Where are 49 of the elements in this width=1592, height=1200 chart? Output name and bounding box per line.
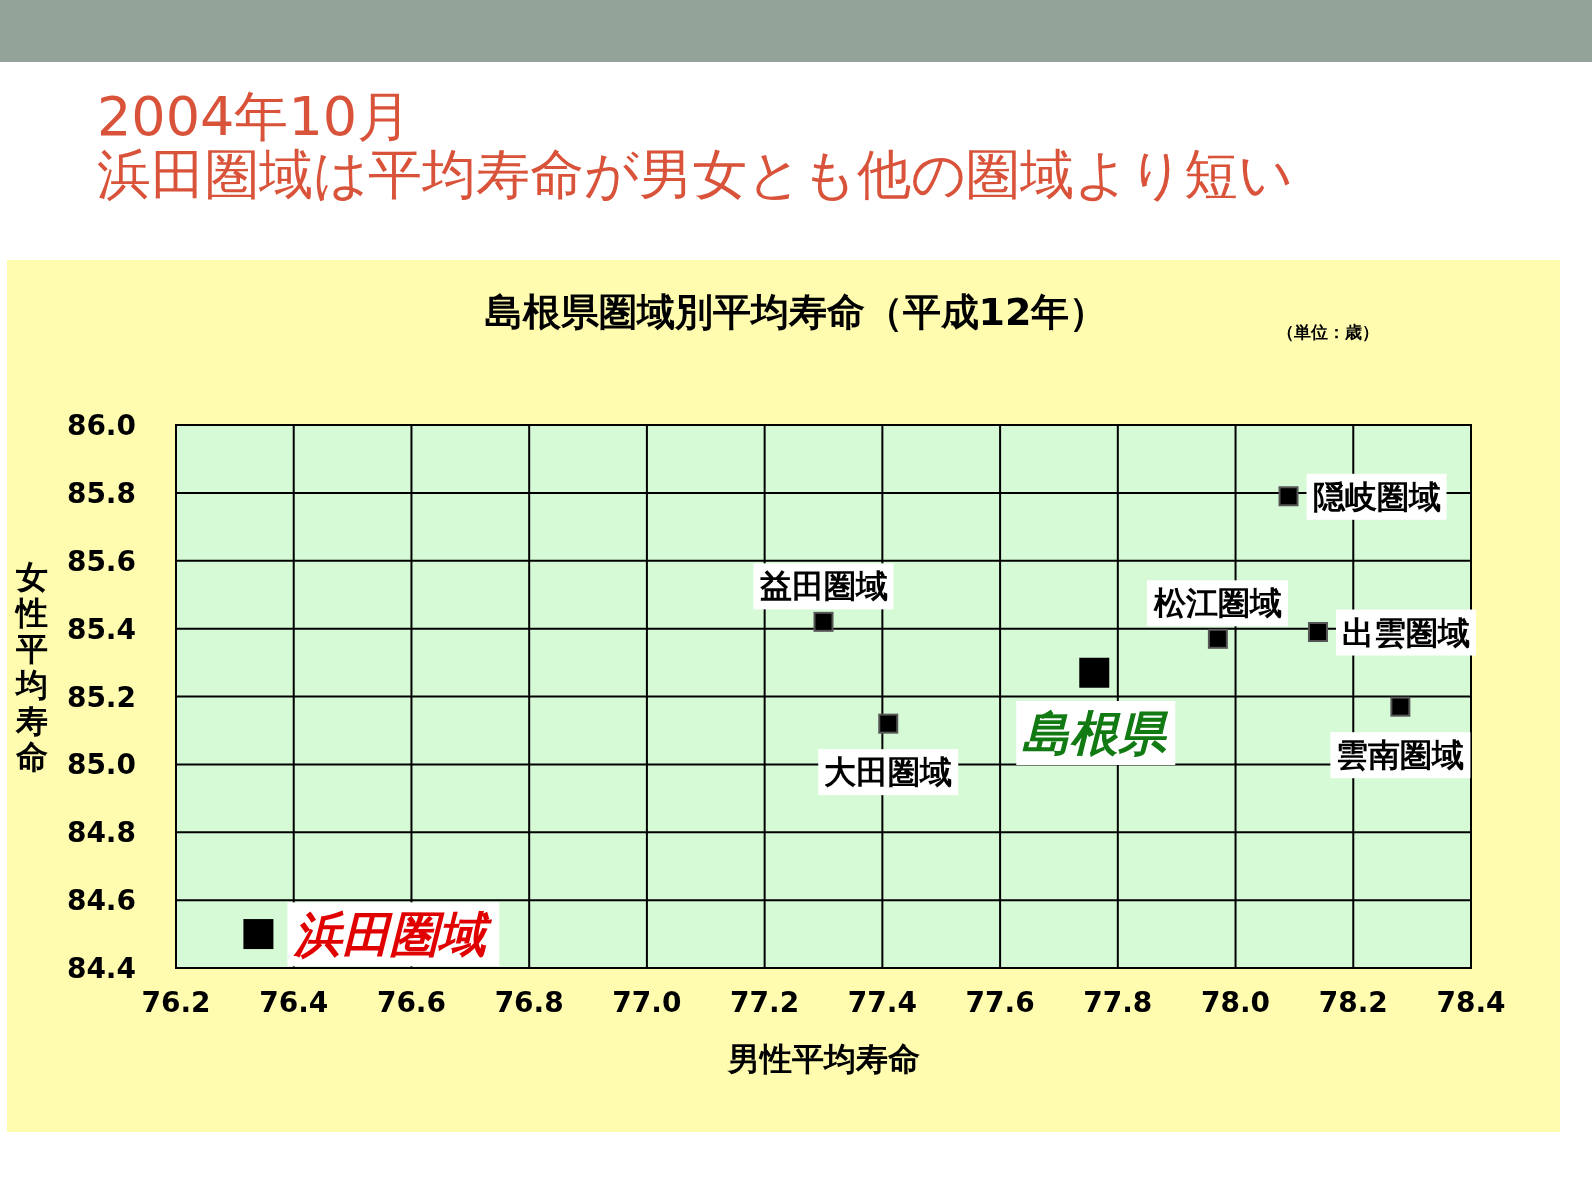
隠岐圏域: 隠岐圏域 (1278, 473, 1447, 520)
y-tick-label: 84.6 (66, 884, 136, 918)
x-tick-label: 76.4 (259, 986, 329, 1019)
島根県: 島根県 (1016, 657, 1176, 765)
series-label: 松江圏域 (1152, 584, 1282, 623)
point (1390, 696, 1411, 717)
point (1278, 486, 1299, 507)
x-tick-label: 78.2 (1318, 986, 1388, 1019)
series-label: 浜田圏域 (293, 906, 494, 963)
y-tick-label: 84.4 (66, 952, 136, 985)
雲南圏域: 雲南圏域 (1330, 696, 1471, 779)
series-label: 島根県 (1022, 705, 1170, 762)
y-tick-label: 85.4 (66, 612, 136, 646)
x-tick-label: 77.0 (612, 986, 682, 1019)
y-axis-title: 女性平均寿命 (14, 558, 48, 776)
x-tick-label: 78.0 (1201, 986, 1271, 1019)
x-tick-label: 77.4 (847, 986, 917, 1019)
series-label: 益田圏域 (759, 567, 888, 606)
point (878, 713, 899, 734)
point (1079, 657, 1110, 688)
x-tick-label: 78.4 (1436, 986, 1506, 1019)
point (1307, 622, 1328, 643)
x-axis-title: 男性平均寿命 (726, 1040, 920, 1078)
series-label: 出雲圏域 (1341, 613, 1470, 652)
point (813, 611, 834, 632)
y-tick-label: 86.0 (66, 409, 136, 442)
chart-title: 島根県圏域別平均寿命（平成12年） (484, 290, 1108, 334)
大田圏域: 大田圏域 (818, 713, 959, 796)
y-tick-label: 85.2 (66, 680, 136, 714)
point (243, 919, 274, 950)
y-tick-label: 84.8 (66, 816, 136, 850)
y-tick-label: 85.0 (66, 748, 136, 782)
x-tick-label: 76.2 (141, 986, 211, 1019)
x-tick-label: 76.8 (494, 986, 564, 1019)
point (1207, 628, 1228, 649)
x-tick-label: 77.2 (730, 986, 800, 1019)
series-label: 隠岐圏域 (1312, 477, 1441, 516)
松江圏域: 松江圏域 (1146, 580, 1288, 649)
浜田圏域: 浜田圏域 (243, 902, 500, 967)
text: （単位：歳） (1277, 322, 1379, 342)
y-tick-label: 85.6 (66, 544, 136, 578)
x-tick-label: 77.6 (965, 986, 1035, 1019)
series-label: 大田圏域 (824, 753, 953, 792)
series-label: 雲南圏域 (1336, 736, 1465, 775)
x-tick-label: 76.6 (376, 986, 446, 1019)
出雲圏域: 出雲圏域 (1307, 609, 1476, 656)
益田圏域: 益田圏域 (753, 563, 894, 632)
x-tick-label: 77.8 (1083, 986, 1153, 1019)
y-tick-label: 85.8 (66, 476, 136, 510)
